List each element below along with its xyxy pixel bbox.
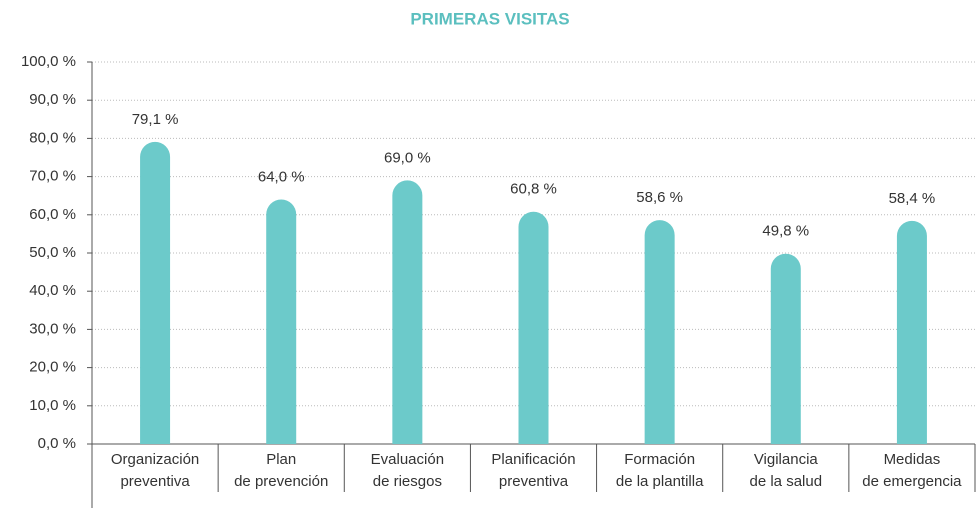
bar	[644, 220, 675, 444]
value-label: 60,8 %	[510, 181, 557, 198]
value-label: 79,1 %	[132, 111, 179, 128]
x-tick-label-line: preventiva	[499, 473, 569, 490]
bar	[392, 180, 423, 444]
y-tick-label: 80,0 %	[29, 129, 76, 146]
x-tick-label: Organización preventiva	[111, 451, 199, 490]
x-tick-label-line: Plan	[266, 451, 296, 468]
x-tick-label-line: de la salud	[750, 473, 823, 490]
value-label: 58,4 %	[889, 190, 936, 207]
x-tick-label-line: Medidas	[884, 451, 941, 468]
x-tick-label-line: Formación	[624, 451, 695, 468]
y-tick-label: 0,0 %	[38, 435, 76, 452]
y-tick-label: 30,0 %	[29, 320, 76, 337]
bar	[518, 211, 549, 444]
x-tick-label: Vigilancia de la salud	[750, 451, 823, 490]
y-tick-label: 40,0 %	[29, 282, 76, 299]
bar	[770, 253, 801, 444]
chart-title: PRIMERAS VISITAS	[410, 9, 569, 28]
x-tick-label: Evaluación de riesgos	[371, 451, 444, 490]
x-tick-label-line: Evaluación	[371, 451, 444, 468]
y-tick-label: 60,0 %	[29, 206, 76, 223]
x-tick-label-line: de emergencia	[862, 473, 962, 490]
value-label: 49,8 %	[762, 223, 809, 240]
bar	[266, 199, 297, 444]
x-tick-label-line: de riesgos	[373, 473, 442, 490]
y-tick-label: 50,0 %	[29, 244, 76, 261]
x-tick-label: Plan de prevención	[234, 451, 328, 490]
value-label: 69,0 %	[384, 149, 431, 166]
x-tick-label-line: de la plantilla	[616, 473, 704, 490]
y-tick-label: 70,0 %	[29, 168, 76, 185]
x-tick-label-line: Vigilancia	[754, 451, 819, 468]
y-tick-label: 90,0 %	[29, 91, 76, 108]
y-tick-label: 10,0 %	[29, 397, 76, 414]
x-tick-label: Formación de la plantilla	[616, 451, 704, 490]
value-label: 58,6 %	[636, 189, 683, 206]
x-tick-label-line: preventiva	[120, 473, 190, 490]
x-tick-label: Planificación preventiva	[491, 451, 575, 490]
x-tick-label-line: Organización	[111, 451, 199, 468]
x-tick-label-line: de prevención	[234, 473, 328, 490]
value-label: 64,0 %	[258, 168, 305, 185]
bar	[896, 220, 927, 444]
bar	[140, 141, 171, 444]
x-tick-label: Medidas de emergencia	[862, 451, 962, 490]
x-tick-label-line: Planificación	[491, 451, 575, 468]
y-tick-label: 20,0 %	[29, 359, 76, 376]
y-tick-label: 100,0 %	[21, 53, 76, 70]
